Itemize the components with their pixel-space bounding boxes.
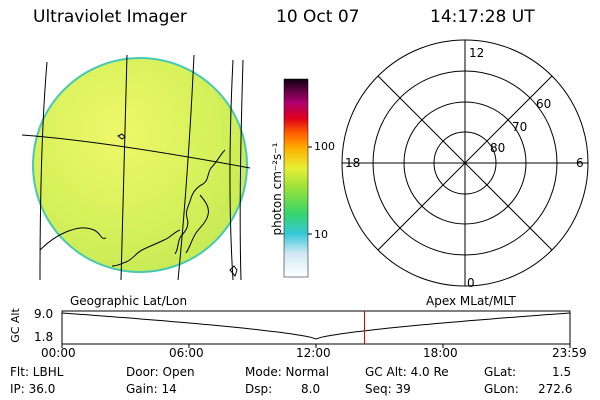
colorbar-label-100: 100	[314, 140, 335, 153]
info-filter: Flt: LBHL	[10, 365, 64, 379]
info-gcalt: GC Alt: 4.0 Re	[365, 365, 449, 379]
info-glat-label: GLat:	[484, 365, 517, 379]
timeline-xtick-1200: 12:00	[296, 346, 331, 360]
timeline-xtick-1800: 18:00	[423, 346, 458, 360]
timeline-left-title: Geographic Lat/Lon	[70, 294, 188, 308]
instrument-title: Ultraviolet Imager	[33, 7, 187, 27]
observation-date: 10 Oct 07	[276, 7, 360, 27]
timeline-xtick-0000: 00:00	[41, 346, 76, 360]
info-seq: Seq: 39	[365, 382, 411, 396]
info-ip: IP: 36.0	[10, 382, 56, 396]
observation-time: 14:17:28 UT	[430, 7, 535, 27]
coastlines	[39, 133, 238, 278]
info-dsp-value: 8.0	[301, 382, 321, 396]
timeline-right-title: Apex MLat/MLT	[426, 294, 516, 308]
timeline-plot	[61, 310, 571, 348]
colorbar	[283, 78, 312, 278]
info-glon-value: 272.6	[538, 382, 573, 396]
colorbar-label-10: 10	[314, 228, 328, 241]
mlt-label-12: 12	[469, 46, 485, 60]
timeline-ytick-9: 9.0	[34, 307, 54, 321]
info-door: Door: Open	[126, 365, 195, 379]
lat-label-80: 80	[490, 141, 506, 155]
mlt-label-0: 0	[467, 276, 475, 290]
info-glat-value: 1.5	[552, 365, 572, 379]
colorbar-unit-label: photon cm⁻²s⁻¹	[270, 142, 284, 236]
earth-disk	[32, 57, 248, 273]
colorbar-gradient	[283, 78, 309, 278]
polar-plot	[341, 39, 589, 287]
info-dsp-label: Dsp:	[245, 382, 273, 396]
timeline-xtick-2359: 23:59	[552, 346, 587, 360]
info-mode: Mode: Normal	[245, 365, 329, 379]
grid-lines	[21, 54, 251, 281]
mlt-label-6: 6	[576, 156, 584, 170]
timeline-axis-label: GC Alt	[8, 308, 22, 343]
timeline-ticks	[61, 344, 571, 348]
timeline-ytick-1.8: 1.8	[34, 330, 54, 344]
polar-diagonal-2	[377, 75, 553, 251]
timeline-xtick-0600: 06:00	[169, 346, 204, 360]
info-glon-label: GLon:	[484, 382, 519, 396]
mlt-label-18: 18	[345, 156, 361, 170]
info-gain: Gain: 14	[126, 382, 177, 396]
gc-alt-curve	[61, 312, 571, 340]
lat-label-60: 60	[536, 97, 552, 111]
lat-label-70: 70	[512, 120, 528, 134]
